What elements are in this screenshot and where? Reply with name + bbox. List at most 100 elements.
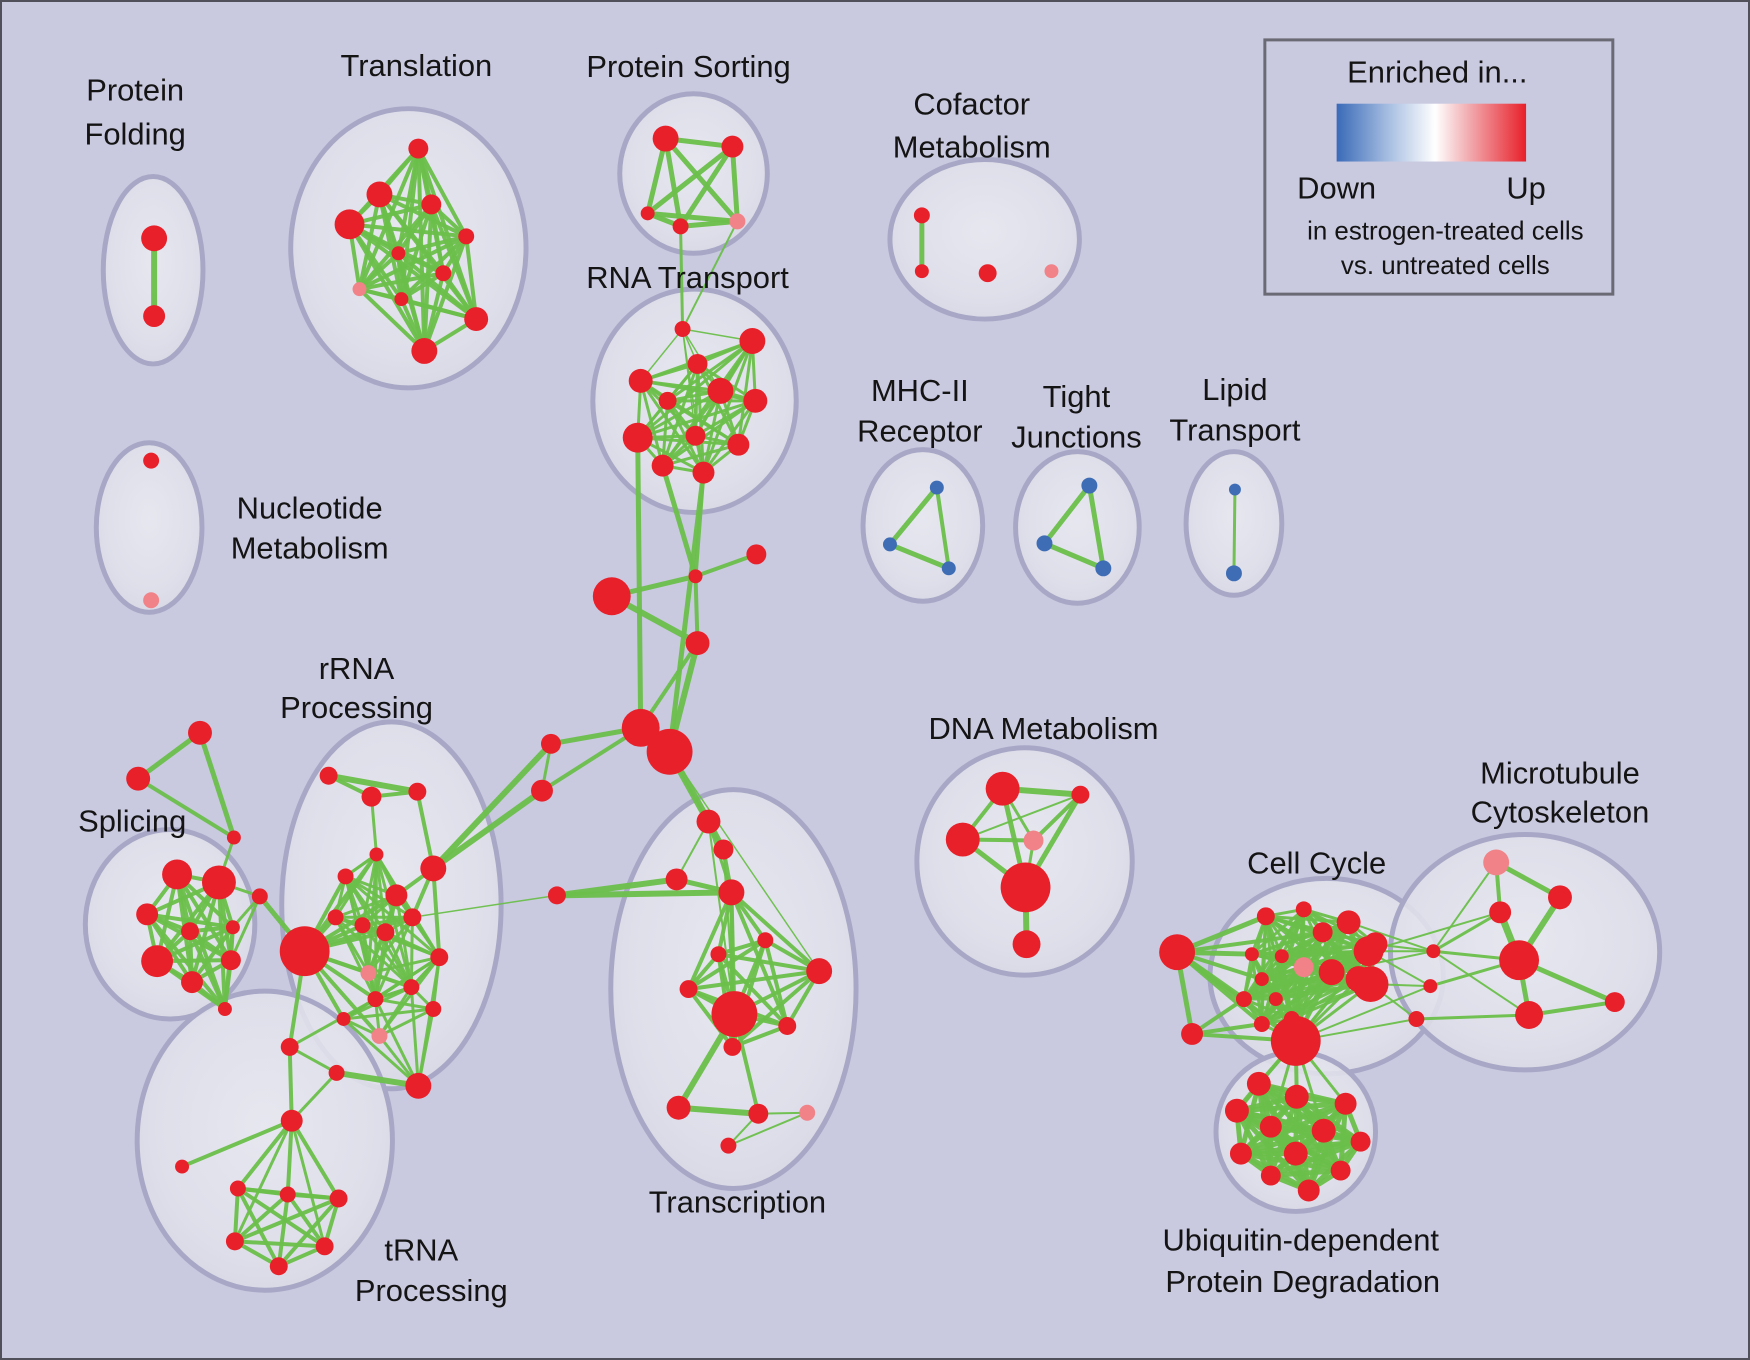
enrichment-edge xyxy=(342,1017,420,1088)
gene-set-node-R10 xyxy=(727,433,750,456)
enrichment-edge xyxy=(396,251,446,276)
gene-set-node-PS5 xyxy=(729,213,746,230)
gene-set-node-S10 xyxy=(141,945,174,978)
gene-set-node-CC14 xyxy=(1352,966,1389,1003)
cluster-label-tight-junctions: Junctions xyxy=(1011,420,1142,455)
gene-set-node-X7 xyxy=(665,868,688,891)
gene-set-node-C3 xyxy=(978,264,997,283)
enrichment-edge xyxy=(235,1186,281,1269)
gene-set-node-S2 xyxy=(126,766,151,791)
gene-set-node-S8 xyxy=(181,922,199,941)
enrichment-edge xyxy=(887,541,952,571)
gene-set-node-M2 xyxy=(882,537,897,552)
cluster-label-nucleotide-metabolism: Nucleotide xyxy=(237,490,383,525)
gene-set-node-X15 xyxy=(778,1017,797,1035)
enrichment-edge xyxy=(136,776,236,840)
gene-set-node-PS2 xyxy=(721,135,744,158)
gene-set-node-U8 xyxy=(1229,1142,1252,1165)
gene-set-node-U3 xyxy=(1224,1098,1249,1123)
enrichment-edge xyxy=(285,1118,294,1197)
enrichment-edge xyxy=(373,915,414,1001)
gene-set-node-P20 xyxy=(425,1001,442,1018)
gene-set-node-X13 xyxy=(679,980,698,999)
cluster-label-dna-metabolism: DNA Metabolism xyxy=(928,711,1158,746)
gene-set-node-N1 xyxy=(143,452,160,469)
enrichment-edge xyxy=(197,730,237,841)
gene-set-node-B1 xyxy=(592,577,631,616)
gene-set-node-CC16 xyxy=(1235,991,1252,1008)
gene-set-node-Q4 xyxy=(175,1159,190,1174)
gene-set-node-T5 xyxy=(458,228,475,245)
enrichment-edge xyxy=(366,955,441,975)
cluster-label-rna-transport: RNA Transport xyxy=(586,260,789,295)
gene-set-node-U10 xyxy=(1260,1165,1281,1186)
legend-caption-line1: in estrogen-treated cells xyxy=(1307,217,1584,245)
gene-set-node-R5 xyxy=(658,391,677,410)
gene-set-node-U2 xyxy=(1284,1084,1309,1109)
gene-set-node-T7 xyxy=(435,265,452,282)
gene-set-node-P18 xyxy=(336,1012,351,1026)
enrichment-edge xyxy=(686,987,735,1049)
cluster-ellipse-nucleotide-metabolism xyxy=(93,440,205,615)
enrichment-edge xyxy=(232,1192,290,1244)
enrichment-edge xyxy=(636,399,757,440)
gene-set-node-S7 xyxy=(136,903,159,926)
gene-set-node-B5 xyxy=(621,708,660,747)
enrichment-edge xyxy=(287,1044,294,1123)
gene-set-node-PF2 xyxy=(143,305,166,328)
gene-set-node-C2 xyxy=(914,264,929,279)
gene-set-node-S5 xyxy=(162,859,193,890)
enrichment-edge xyxy=(1042,483,1092,546)
cluster-label-trna-processing: Processing xyxy=(355,1273,508,1308)
enrichment-edge xyxy=(663,136,684,229)
enrichment-edge xyxy=(1367,911,1502,953)
gene-set-node-P10 xyxy=(376,923,395,942)
gene-set-node-P9 xyxy=(354,917,371,934)
enrichment-edge xyxy=(190,880,221,985)
enrichment-edge xyxy=(645,210,740,224)
gene-set-node-X12 xyxy=(806,958,833,985)
enrichment-edge xyxy=(333,1069,422,1089)
gene-set-node-P12 xyxy=(279,926,330,977)
enrichment-edge xyxy=(668,751,820,972)
gene-set-node-D5 xyxy=(1000,862,1051,913)
gene-set-node-M3 xyxy=(941,561,956,576)
gene-set-node-Q3 xyxy=(280,1109,303,1132)
gene-set-node-Q6 xyxy=(279,1186,296,1203)
enrichment-edge xyxy=(399,297,479,322)
gene-set-node-Q2 xyxy=(328,1064,345,1081)
cluster-label-cell-cycle: Cell Cycle xyxy=(1247,845,1386,880)
enrichment-edge xyxy=(232,1196,341,1244)
gene-set-node-P15 xyxy=(430,948,449,967)
gene-set-node-C1 xyxy=(913,207,930,224)
gene-set-node-S9 xyxy=(225,920,240,935)
gene-set-node-P16 xyxy=(367,991,384,1008)
gene-set-node-CC5 xyxy=(1312,922,1333,943)
gene-set-node-M1 xyxy=(929,480,944,495)
gene-set-node-R6 xyxy=(707,377,734,404)
enrichment-edge xyxy=(887,485,940,547)
cluster-label-splicing: Splicing xyxy=(78,804,186,839)
enrichment-edge xyxy=(639,379,665,468)
enrichment-edge xyxy=(663,136,740,224)
gene-set-node-P5 xyxy=(337,868,354,885)
cluster-ellipse-trna-processing xyxy=(134,988,395,1293)
enrichment-edge xyxy=(636,389,722,440)
enrichment-edge xyxy=(276,1192,290,1269)
gene-set-node-X14 xyxy=(711,991,758,1037)
enrichment-edge xyxy=(1432,861,1498,953)
enrichment-edge xyxy=(1250,920,1351,956)
gene-set-node-X5 xyxy=(696,809,721,834)
cluster-label-ubiquitin-degradation: Ubiquitin-dependent xyxy=(1162,1222,1439,1257)
gene-set-node-X9 xyxy=(547,886,566,905)
enrichment-edge xyxy=(289,1118,341,1201)
gene-set-node-S13 xyxy=(217,1002,232,1017)
enrichment-edge xyxy=(1347,921,1435,953)
gene-set-node-CC15 xyxy=(1254,972,1269,987)
enrichment-edge xyxy=(1431,910,1502,953)
nodes-layer xyxy=(126,125,1625,1276)
gene-set-node-N2 xyxy=(143,592,160,609)
enrichment-edge xyxy=(396,251,479,322)
cluster-label-tight-junctions: Tight xyxy=(1043,379,1111,414)
gene-set-node-R11 xyxy=(651,454,674,477)
